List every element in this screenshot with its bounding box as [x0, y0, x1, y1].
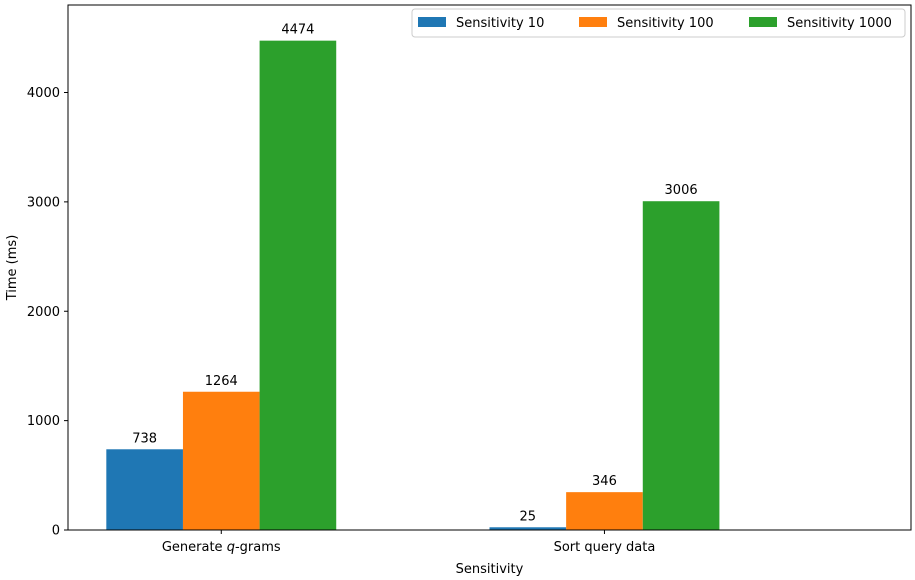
y-tick-label: 1000 [27, 414, 60, 429]
y-tick-label: 0 [52, 524, 60, 539]
bar-value-label: 1264 [205, 374, 238, 389]
legend: Sensitivity 10 Sensitivity 100 Sensitivity… [411, 8, 906, 38]
legend-swatch [579, 17, 607, 27]
bars-layer [106, 40, 720, 530]
legend-swatch [749, 17, 777, 27]
x-tick-label: Generate q-grams [162, 540, 281, 555]
x-axis-label: Sensitivity [456, 562, 524, 577]
bar [642, 201, 720, 530]
bar-value-label: 738 [132, 431, 157, 446]
bar-value-label: 3006 [665, 183, 698, 198]
legend-entry: Sensitivity 1000 [787, 16, 892, 31]
y-axis: 0 1000 2000 3000 4000 [27, 86, 68, 539]
bar [106, 449, 183, 530]
bar [259, 40, 337, 530]
y-tick-label: 2000 [27, 305, 60, 320]
legend-swatch [418, 17, 446, 27]
y-tick-label: 4000 [27, 86, 60, 101]
bar [182, 391, 260, 530]
legend-entry: Sensitivity 10 [456, 16, 544, 31]
y-tick-label: 3000 [27, 195, 60, 210]
bar [489, 527, 567, 530]
y-axis-label: Time (ms) [5, 235, 20, 302]
bar-labels-layer: 738 25 1264 346 4474 3006 [132, 23, 697, 525]
bar-value-label: 346 [592, 474, 617, 489]
legend-box [411, 8, 906, 38]
bar-value-label: 4474 [281, 23, 314, 38]
x-axis: Generate q-grams Sort query data [162, 530, 655, 555]
legend-entry: Sensitivity 100 [617, 16, 714, 31]
x-tick-label: Sort query data [554, 540, 656, 555]
bar [566, 492, 643, 530]
bar-value-label: 25 [520, 509, 537, 524]
plot-frame [67, 4, 912, 531]
